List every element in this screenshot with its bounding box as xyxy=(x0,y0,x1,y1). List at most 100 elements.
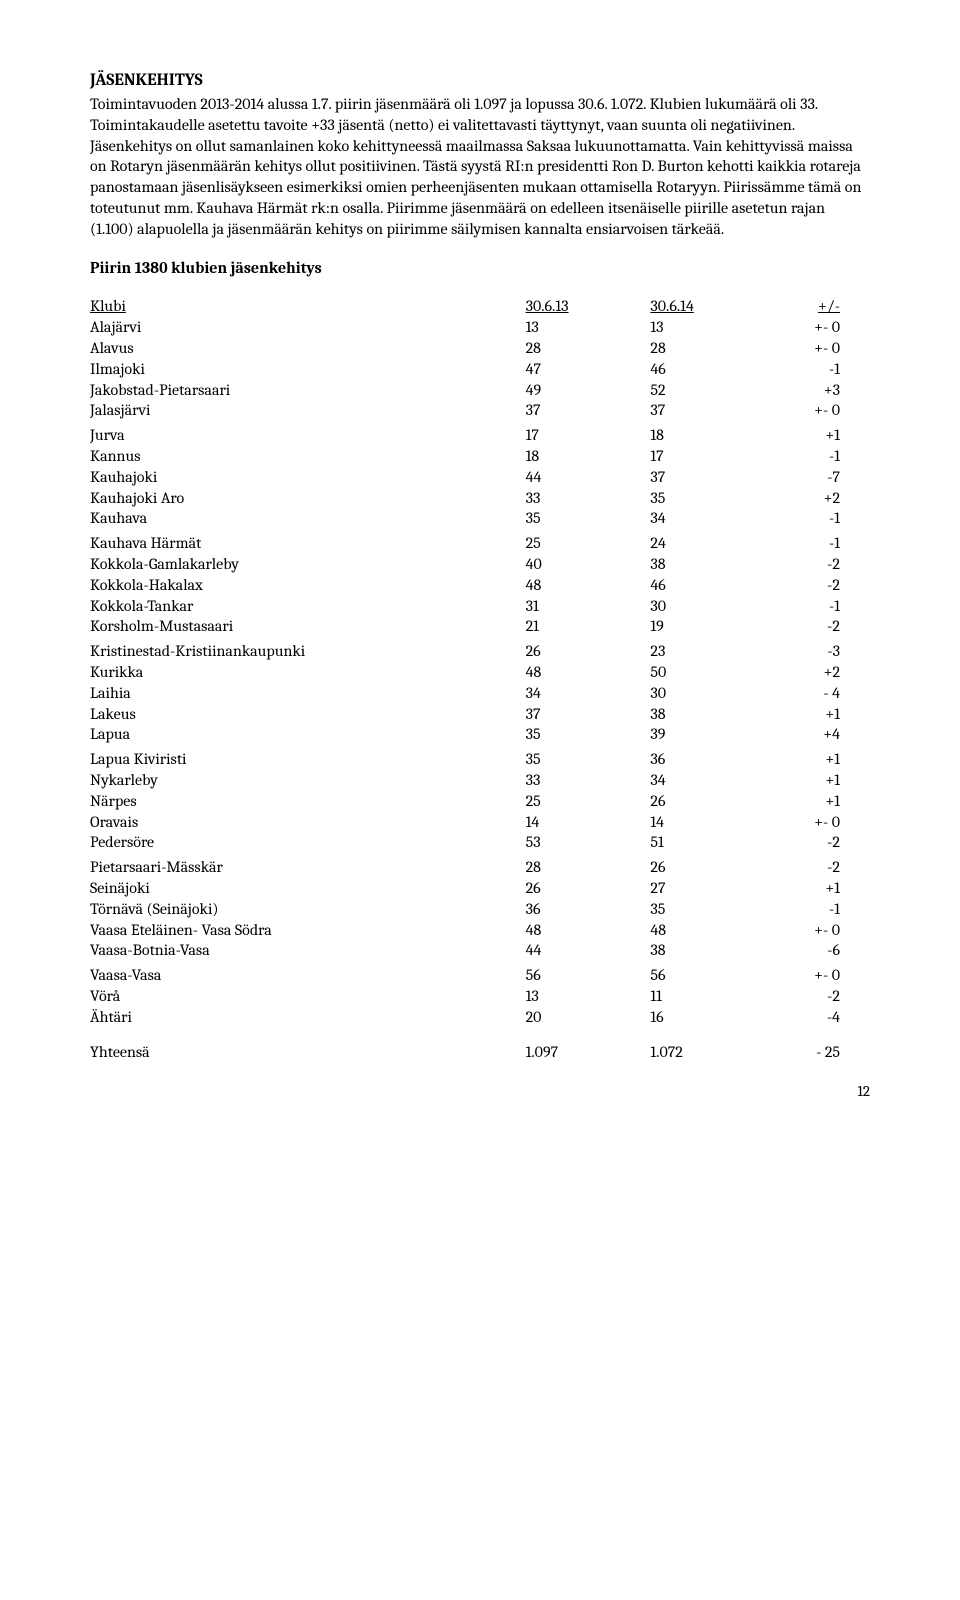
page-title: JÄSENKEHITYS xyxy=(90,70,870,92)
cell-b: 30 xyxy=(620,683,745,704)
cell-b: 17 xyxy=(620,446,745,467)
totals-name: Yhteensä xyxy=(90,1028,496,1063)
cell-c: -2 xyxy=(745,554,870,575)
cell-c: +- 0 xyxy=(745,317,870,338)
cell-b: 23 xyxy=(620,641,745,662)
cell-c: +- 0 xyxy=(745,338,870,359)
cell-c: -1 xyxy=(745,359,870,380)
table-row: Nykarleby3334+1 xyxy=(90,770,870,791)
cell-a: 56 xyxy=(496,965,621,986)
cell-name: Ilmajoki xyxy=(90,359,496,380)
cell-a: 13 xyxy=(496,317,621,338)
intro-paragraph: Toimintavuoden 2013-2014 alussa 1.7. pii… xyxy=(90,94,870,240)
cell-c: +1 xyxy=(745,749,870,770)
cell-name: Alajärvi xyxy=(90,317,496,338)
cell-a: 25 xyxy=(496,791,621,812)
table-row: Lapua3539+4 xyxy=(90,724,870,745)
cell-b: 24 xyxy=(620,533,745,554)
cell-b: 56 xyxy=(620,965,745,986)
cell-b: 26 xyxy=(620,857,745,878)
table-row: Vaasa Eteläinen- Vasa Södra4848+- 0 xyxy=(90,920,870,941)
cell-a: 35 xyxy=(496,724,621,745)
cell-a: 28 xyxy=(496,857,621,878)
cell-name: Kurikka xyxy=(90,662,496,683)
cell-c: +4 xyxy=(745,724,870,745)
table-row: Vörå1311-2 xyxy=(90,986,870,1007)
table-row: Kurikka4850+2 xyxy=(90,662,870,683)
cell-b: 35 xyxy=(620,488,745,509)
table-row: Kauhajoki Aro3335+2 xyxy=(90,488,870,509)
table-row: Kauhava Härmät2524-1 xyxy=(90,533,870,554)
cell-a: 44 xyxy=(496,940,621,961)
cell-b: 13 xyxy=(620,317,745,338)
table-row: Alavus2828+- 0 xyxy=(90,338,870,359)
cell-name: Jalasjärvi xyxy=(90,400,496,421)
totals-a: 1.097 xyxy=(496,1028,621,1063)
cell-b: 18 xyxy=(620,425,745,446)
cell-a: 13 xyxy=(496,986,621,1007)
cell-c: +2 xyxy=(745,662,870,683)
cell-b: 36 xyxy=(620,749,745,770)
cell-a: 53 xyxy=(496,832,621,853)
cell-b: 38 xyxy=(620,940,745,961)
table-row: Vaasa-Botnia-Vasa4438-6 xyxy=(90,940,870,961)
totals-b: 1.072 xyxy=(620,1028,745,1063)
cell-name: Kauhajoki xyxy=(90,467,496,488)
cell-b: 39 xyxy=(620,724,745,745)
cell-name: Vörå xyxy=(90,986,496,1007)
cell-b: 52 xyxy=(620,380,745,401)
cell-a: 25 xyxy=(496,533,621,554)
cell-name: Ähtäri xyxy=(90,1007,496,1028)
cell-name: Närpes xyxy=(90,791,496,812)
table-row: Oravais1414+- 0 xyxy=(90,812,870,833)
cell-a: 20 xyxy=(496,1007,621,1028)
page-number: 12 xyxy=(90,1082,870,1102)
cell-a: 33 xyxy=(496,488,621,509)
cell-name: Pedersöre xyxy=(90,832,496,853)
cell-b: 48 xyxy=(620,920,745,941)
cell-a: 40 xyxy=(496,554,621,575)
header-col-b: 30.6.14 xyxy=(620,296,745,317)
cell-c: -1 xyxy=(745,446,870,467)
cell-b: 30 xyxy=(620,596,745,617)
table-row: Jakobstad-Pietarsaari4952+3 xyxy=(90,380,870,401)
cell-name: Jakobstad-Pietarsaari xyxy=(90,380,496,401)
totals-row: Yhteensä1.0971.072- 25 xyxy=(90,1028,870,1063)
cell-name: Laihia xyxy=(90,683,496,704)
cell-c: -2 xyxy=(745,616,870,637)
table-row: Pedersöre5351-2 xyxy=(90,832,870,853)
cell-b: 28 xyxy=(620,338,745,359)
cell-c: -6 xyxy=(745,940,870,961)
table-row: Kauhava3534-1 xyxy=(90,508,870,529)
cell-name: Kokkola-Tankar xyxy=(90,596,496,617)
cell-name: Lapua xyxy=(90,724,496,745)
cell-c: -4 xyxy=(745,1007,870,1028)
cell-c: -7 xyxy=(745,467,870,488)
cell-a: 47 xyxy=(496,359,621,380)
cell-c: -3 xyxy=(745,641,870,662)
table-row: Seinäjoki2627+1 xyxy=(90,878,870,899)
header-name: Klubi xyxy=(90,296,496,317)
cell-a: 14 xyxy=(496,812,621,833)
cell-name: Oravais xyxy=(90,812,496,833)
cell-name: Korsholm-Mustasaari xyxy=(90,616,496,637)
table-row: Kokkola-Hakalax4846-2 xyxy=(90,575,870,596)
cell-c: -2 xyxy=(745,986,870,1007)
cell-b: 38 xyxy=(620,704,745,725)
cell-a: 44 xyxy=(496,467,621,488)
cell-b: 51 xyxy=(620,832,745,853)
cell-c: +1 xyxy=(745,770,870,791)
table-row: Kauhajoki4437-7 xyxy=(90,467,870,488)
cell-c: -2 xyxy=(745,575,870,596)
cell-c: +1 xyxy=(745,704,870,725)
cell-name: Alavus xyxy=(90,338,496,359)
cell-b: 46 xyxy=(620,359,745,380)
cell-b: 38 xyxy=(620,554,745,575)
cell-name: Kannus xyxy=(90,446,496,467)
cell-name: Seinäjoki xyxy=(90,878,496,899)
table-row: Närpes2526+1 xyxy=(90,791,870,812)
cell-c: +2 xyxy=(745,488,870,509)
table-row: Ilmajoki4746-1 xyxy=(90,359,870,380)
club-table: Klubi 30.6.13 30.6.14 +/- Alajärvi1313+-… xyxy=(90,296,870,1062)
header-col-c: +/- xyxy=(745,296,870,317)
